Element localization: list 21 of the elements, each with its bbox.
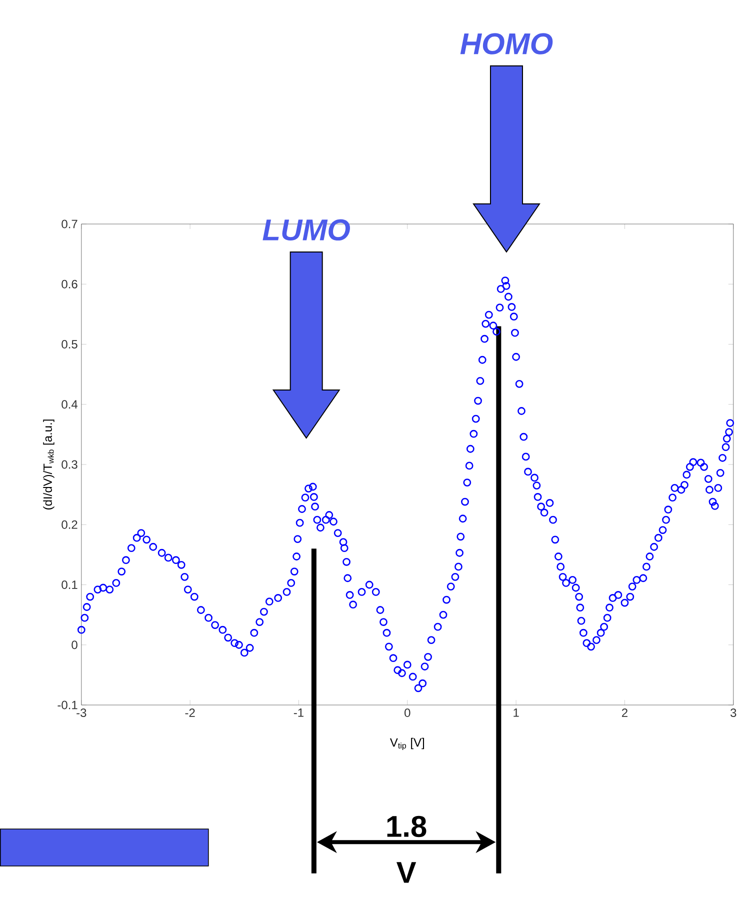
x-tick-label: -3 <box>76 708 86 718</box>
x-tick-label: 2 <box>622 708 628 717</box>
annotation: LUMO <box>262 219 350 241</box>
x-tick-label: -1 <box>294 708 304 717</box>
x-tick-label: 1 <box>514 708 519 717</box>
text: HOMO <box>460 33 553 54</box>
y-tick-label: 0.6 <box>62 280 78 288</box>
y-tick-label: 0.7 <box>62 220 78 228</box>
y-tick-label: 0 <box>72 640 78 650</box>
y-tick-label: 0.5 <box>62 340 78 348</box>
x-tick-label: 0 <box>404 708 410 718</box>
x-tick-label: -2 <box>185 708 195 717</box>
x-axis-title: V$_{tip}$ [V] <box>390 738 424 750</box>
text: 1.8 V <box>387 816 426 883</box>
x-tick-label: 3 <box>730 708 736 718</box>
y-tick-label: -0.1 <box>58 700 78 710</box>
y-tick-label: 0.4 <box>62 400 78 409</box>
y-tick-label: 0.1 <box>62 580 78 589</box>
y-axis-title: (dI/dV)/T$_{wkb}$ [a.u.] <box>43 420 54 510</box>
y-tick-label: 0.3 <box>62 460 78 469</box>
y-tick-label: 0.2 <box>62 520 78 529</box>
